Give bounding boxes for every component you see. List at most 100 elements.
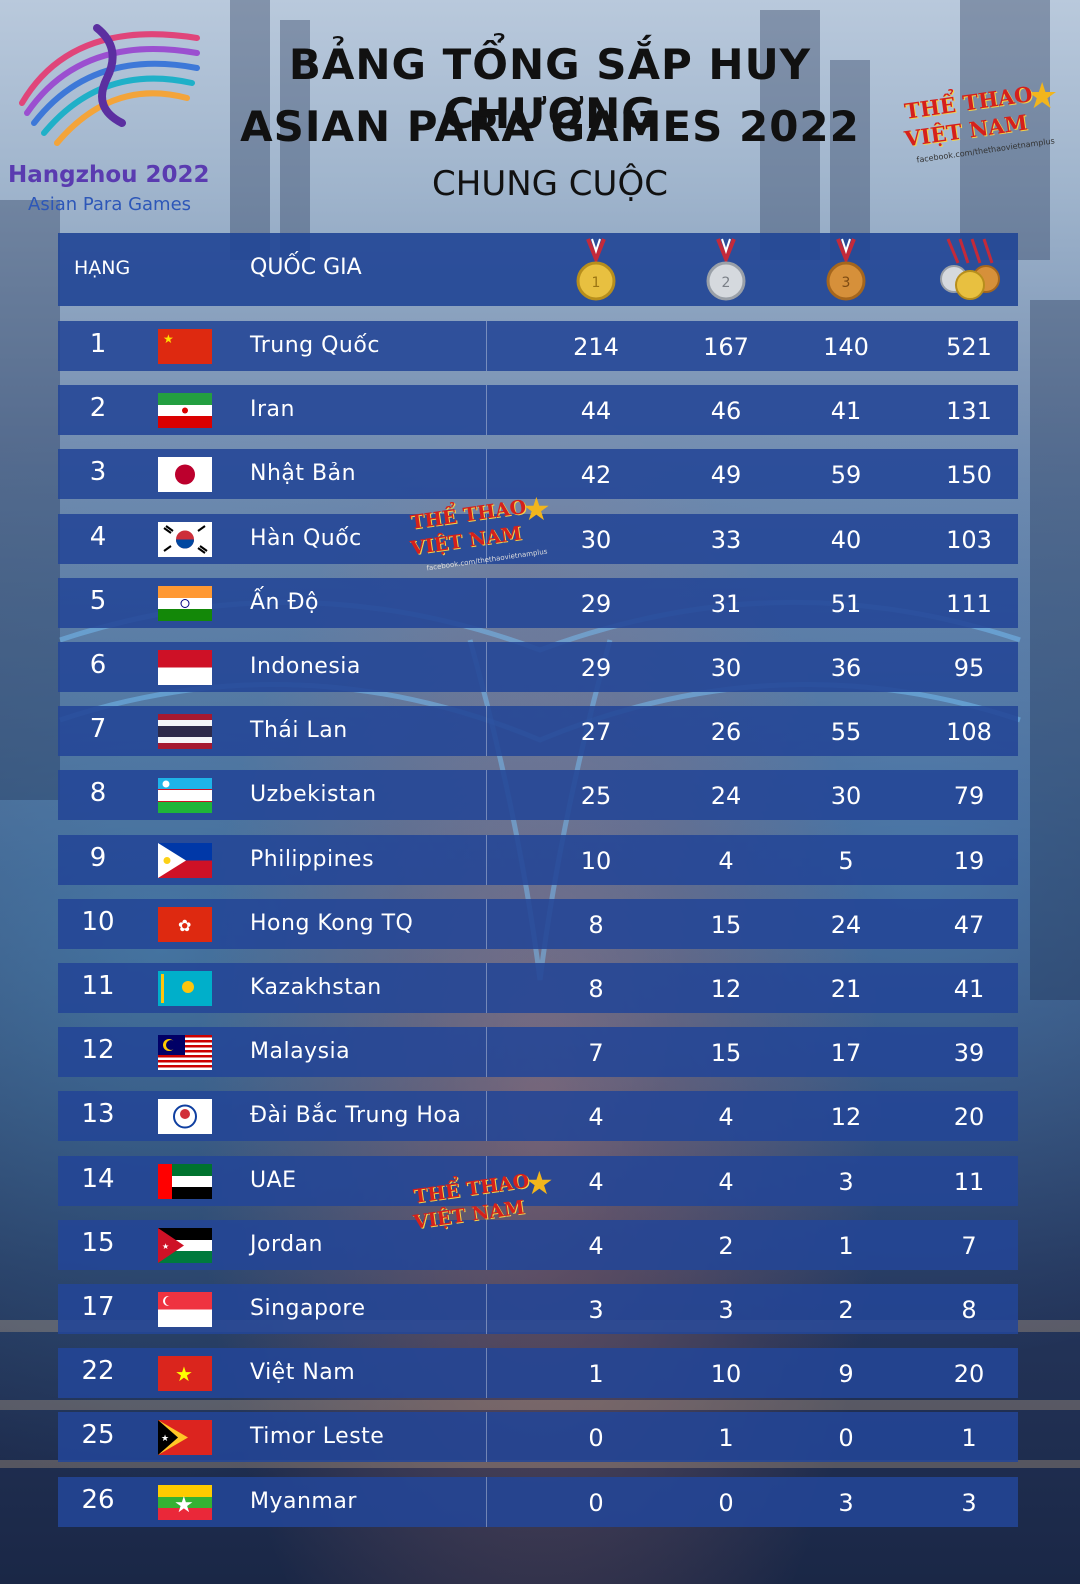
silver-cell: 4 <box>718 847 734 875</box>
uzbekistan-flag-icon <box>158 778 212 813</box>
logo-subtitle: Asian Para Games <box>28 194 192 215</box>
silver-cell: 30 <box>710 654 742 682</box>
table-row: 26 ★ Myanmar 0 0 3 3 <box>58 1477 1018 1527</box>
country-cell: Indonesia <box>250 654 361 679</box>
svg-text:1: 1 <box>592 275 601 291</box>
bronze-cell: 59 <box>830 461 862 489</box>
silver-cell: 4 <box>718 1168 734 1196</box>
silver-cell: 0 <box>718 1489 734 1517</box>
silver-cell: 2 <box>718 1232 734 1260</box>
total-cell: 8 <box>961 1296 977 1324</box>
rank-cell: 7 <box>89 714 107 744</box>
table-header: HẠNG QUỐC GIA 1 2 3 <box>58 233 1018 306</box>
table-row: 8 Uzbekistan 25 24 30 79 <box>58 770 1018 820</box>
svg-text:★: ★ <box>162 1242 169 1251</box>
column-divider <box>486 899 487 949</box>
column-divider <box>486 1220 487 1270</box>
bronze-cell: 9 <box>838 1360 854 1388</box>
column-divider <box>486 706 487 756</box>
rank-cell: 5 <box>89 586 107 616</box>
rank-cell: 8 <box>89 778 107 808</box>
total-cell: 95 <box>953 654 985 682</box>
column-divider <box>486 835 487 885</box>
china-flag-icon: ★ <box>158 329 212 364</box>
kazakhstan-flag-icon <box>158 971 212 1006</box>
silver-cell: 33 <box>710 526 742 554</box>
total-cell: 150 <box>946 461 992 489</box>
table-row: 1 ★ Trung Quốc 214 167 140 521 <box>58 321 1018 371</box>
bronze-cell: 40 <box>830 526 862 554</box>
bronze-cell: 51 <box>830 590 862 618</box>
column-divider <box>486 1477 487 1527</box>
silver-cell: 15 <box>710 911 742 939</box>
silver-cell: 49 <box>710 461 742 489</box>
brand-watermark: ★ THỂ THAO VIỆT NAM facebook.com/thethao… <box>409 490 560 578</box>
column-divider <box>486 1348 487 1398</box>
country-cell: Singapore <box>250 1296 366 1321</box>
gold-cell: 4 <box>588 1168 604 1196</box>
gold-cell: 25 <box>580 782 612 810</box>
jordan-flag-icon: ★ <box>158 1228 212 1263</box>
gold-cell: 4 <box>588 1232 604 1260</box>
country-cell: Trung Quốc <box>250 333 380 358</box>
table-row: 17 Singapore 3 3 2 8 <box>58 1284 1018 1334</box>
table-row: 25 ★ Timor Leste 0 1 0 1 <box>58 1412 1018 1462</box>
bronze-cell: 24 <box>830 911 862 939</box>
rank-cell: 14 <box>81 1164 115 1194</box>
country-cell: Kazakhstan <box>250 975 382 1000</box>
silver-cell: 3 <box>718 1296 734 1324</box>
silver-cell: 10 <box>710 1360 742 1388</box>
column-divider <box>486 1156 487 1206</box>
gold-cell: 7 <box>588 1039 604 1067</box>
rank-cell: 12 <box>81 1035 115 1065</box>
svg-text:2: 2 <box>722 275 731 291</box>
table-row: 12 Malaysia 7 15 17 39 <box>58 1027 1018 1077</box>
star-icon: ★ <box>522 490 551 528</box>
rank-cell: 2 <box>89 393 107 423</box>
page-title-line2: ASIAN PARA GAMES 2022 <box>240 102 860 151</box>
japan-flag-icon <box>158 457 212 492</box>
rank-cell: 17 <box>81 1292 115 1322</box>
bronze-cell: 30 <box>830 782 862 810</box>
svg-text:★: ★ <box>161 1434 169 1444</box>
timor-leste-flag-icon: ★ <box>158 1420 212 1455</box>
bronze-cell: 5 <box>838 847 854 875</box>
india-flag-icon <box>158 586 212 621</box>
total-cell: 1 <box>961 1424 977 1452</box>
column-divider <box>486 385 487 435</box>
star-icon: ★ <box>1026 76 1059 117</box>
column-divider <box>486 514 487 564</box>
silver-medal-icon: 2 <box>706 238 746 301</box>
column-divider <box>486 449 487 499</box>
column-divider <box>486 1091 487 1141</box>
bronze-cell: 21 <box>830 975 862 1003</box>
country-cell: Iran <box>250 397 295 422</box>
gold-cell: 29 <box>580 590 612 618</box>
bronze-cell: 2 <box>838 1296 854 1324</box>
column-divider <box>486 1412 487 1462</box>
gold-cell: 29 <box>580 654 612 682</box>
country-cell: Đài Bắc Trung Hoa <box>250 1103 462 1128</box>
country-cell: Uzbekistan <box>250 782 377 807</box>
bronze-cell: 3 <box>838 1489 854 1517</box>
brand-watermark: ★ THỂ THAO VIỆT NAM <box>412 1164 563 1252</box>
gold-cell: 1 <box>588 1360 604 1388</box>
hongkong-flag-icon: ✿ <box>158 907 212 942</box>
country-cell: Malaysia <box>250 1039 351 1064</box>
gold-cell: 27 <box>580 718 612 746</box>
table-row: 6 Indonesia 29 30 36 95 <box>58 642 1018 692</box>
total-cell: 108 <box>946 718 992 746</box>
rank-cell: 11 <box>81 971 115 1001</box>
indonesia-flag-icon <box>158 650 212 685</box>
country-cell: Hong Kong TQ <box>250 911 414 936</box>
rank-cell: 4 <box>89 522 107 552</box>
rank-cell: 9 <box>89 843 107 873</box>
svg-text:★: ★ <box>174 1493 194 1518</box>
total-cell: 41 <box>953 975 985 1003</box>
gold-cell: 30 <box>580 526 612 554</box>
column-divider <box>486 1027 487 1077</box>
vietnam-flag-icon: ★ <box>158 1356 212 1391</box>
gold-cell: 44 <box>580 397 612 425</box>
table-row: 5 Ấn Độ 29 31 51 111 <box>58 578 1018 628</box>
svg-text:✿: ✿ <box>178 916 191 935</box>
